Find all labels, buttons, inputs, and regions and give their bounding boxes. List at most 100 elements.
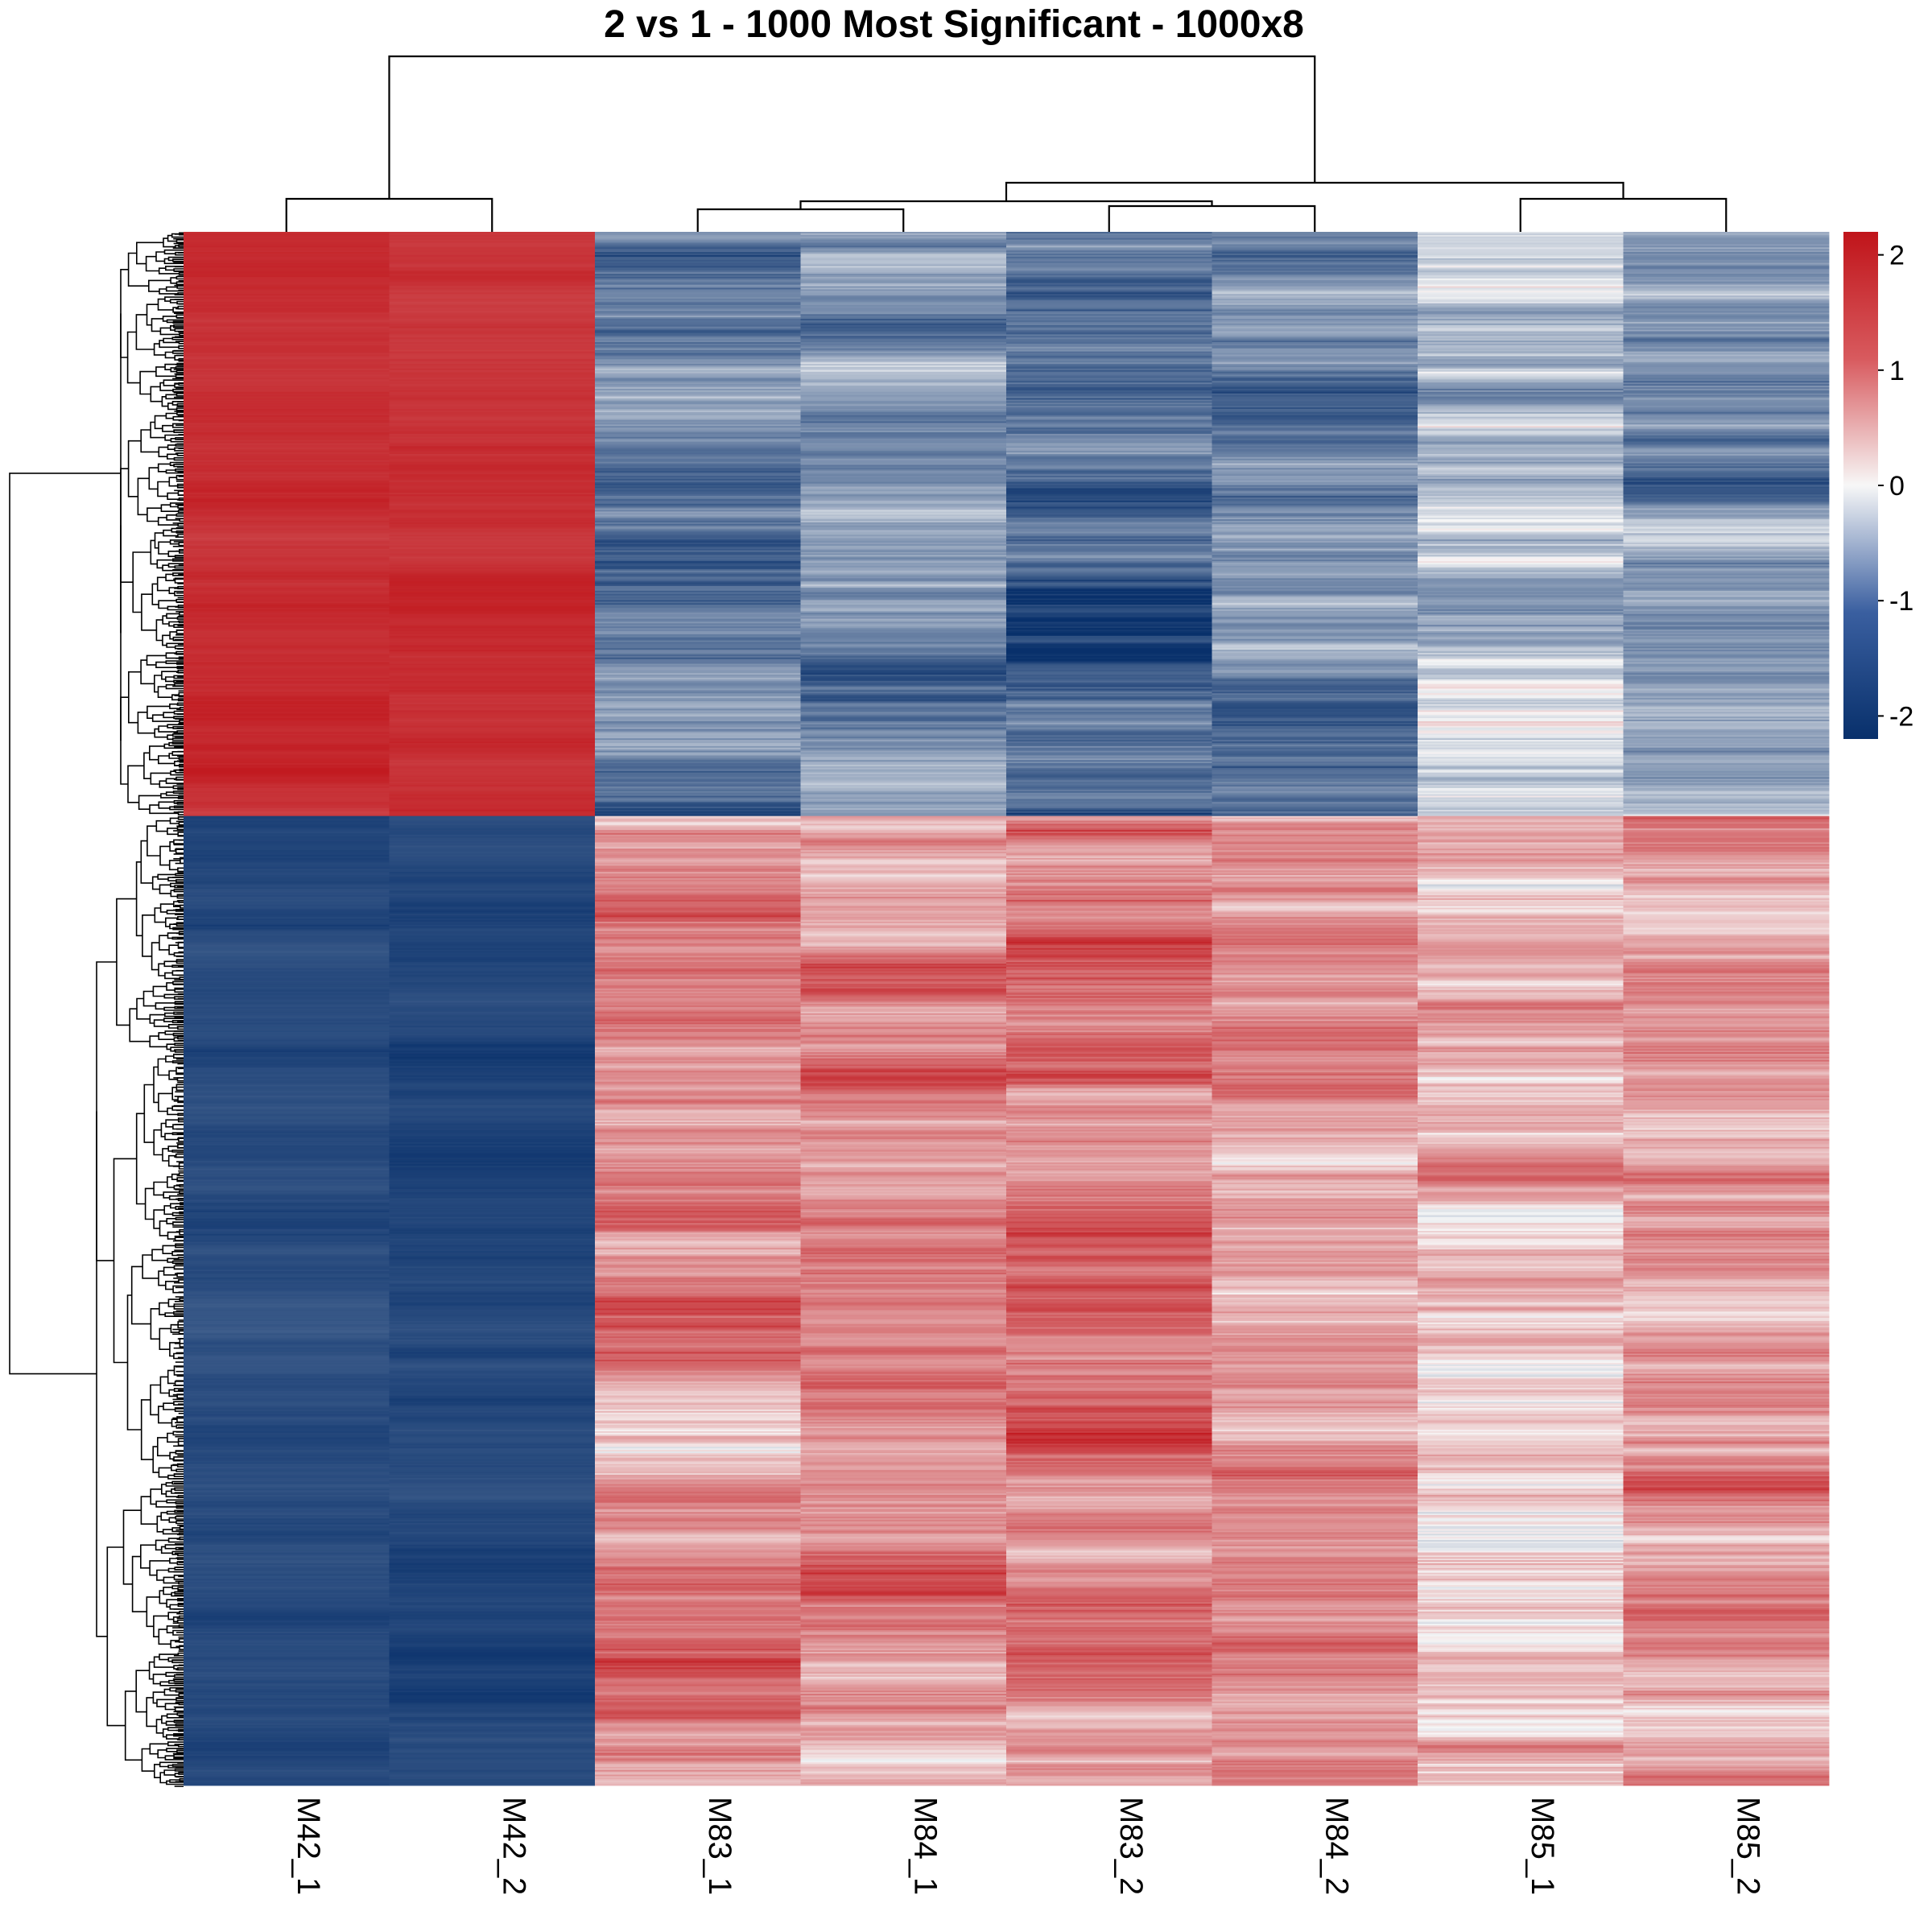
dendrogram-branch bbox=[178, 1624, 184, 1628]
heatmap-cell bbox=[595, 940, 801, 943]
heatmap-cell bbox=[595, 1496, 801, 1499]
heatmap-cell bbox=[184, 237, 390, 241]
heatmap-cell bbox=[595, 1476, 801, 1479]
dendrogram-branch bbox=[127, 765, 144, 803]
dendrogram-branch bbox=[158, 1032, 175, 1040]
heatmap-cell bbox=[184, 1602, 390, 1604]
heatmap-cell bbox=[184, 794, 390, 796]
heatmap-cell bbox=[595, 514, 801, 517]
heatmap-cell bbox=[800, 374, 1007, 377]
heatmap-cell bbox=[389, 733, 596, 736]
heatmap-cell bbox=[595, 1455, 801, 1459]
heatmap-cell bbox=[389, 1629, 596, 1631]
heatmap-cell bbox=[184, 1049, 390, 1051]
heatmap-cell bbox=[595, 675, 801, 677]
heatmap-cell bbox=[184, 1768, 390, 1771]
heatmap-cell bbox=[389, 877, 596, 881]
heatmap-cell bbox=[184, 1777, 390, 1780]
dendrogram-branch bbox=[177, 1036, 184, 1040]
heatmap-cell bbox=[389, 1243, 596, 1245]
heatmap-cell bbox=[800, 559, 1007, 562]
heatmap-cell bbox=[595, 511, 801, 514]
heatmap-cell bbox=[184, 745, 390, 749]
heatmap-cell bbox=[184, 845, 390, 848]
heatmap-cell bbox=[595, 409, 801, 411]
heatmap-cell bbox=[184, 1119, 390, 1121]
heatmap-cell bbox=[389, 1550, 596, 1553]
heatmap-cell bbox=[595, 502, 801, 505]
heatmap-cell bbox=[184, 244, 390, 246]
heatmap-cell bbox=[389, 1315, 596, 1317]
heatmap-cell bbox=[184, 1186, 390, 1188]
heatmap-cell bbox=[389, 949, 596, 952]
heatmap-cell bbox=[595, 705, 801, 708]
heatmap-cell bbox=[184, 767, 390, 770]
heatmap-cell bbox=[184, 1418, 390, 1421]
heatmap-cell bbox=[184, 1356, 390, 1359]
heatmap-cell bbox=[184, 873, 390, 876]
heatmap-cell bbox=[389, 1454, 596, 1457]
heatmap-cell bbox=[389, 393, 596, 396]
heatmap-cell bbox=[184, 791, 390, 794]
dendrogram-branch bbox=[153, 1209, 165, 1229]
heatmap-cell bbox=[389, 1141, 596, 1143]
heatmap-cell bbox=[595, 1188, 801, 1191]
heatmap-cell bbox=[595, 1587, 801, 1591]
heatmap-cell bbox=[595, 749, 801, 752]
heatmap-cell bbox=[389, 1038, 596, 1040]
dendrogram-branch bbox=[176, 411, 184, 415]
heatmap-cell bbox=[595, 1724, 801, 1728]
heatmap-cell bbox=[595, 1439, 801, 1441]
heatmap-cell bbox=[184, 301, 390, 304]
heatmap-cell bbox=[389, 1075, 596, 1078]
heatmap-cell bbox=[595, 812, 801, 815]
heatmap-cell bbox=[389, 1193, 596, 1195]
heatmap-cell bbox=[389, 1353, 596, 1356]
heatmap-cell bbox=[595, 1291, 801, 1294]
heatmap-cell bbox=[184, 811, 390, 814]
heatmap-cell bbox=[389, 415, 596, 418]
heatmap-cell bbox=[595, 1216, 801, 1219]
heatmap-cell bbox=[184, 654, 390, 657]
heatmap-cell bbox=[389, 1258, 596, 1261]
heatmap-cell bbox=[389, 1719, 596, 1723]
heatmap-cell bbox=[595, 980, 801, 983]
heatmap-cell bbox=[800, 505, 1007, 508]
heatmap-cell bbox=[184, 312, 390, 315]
heatmap-cell bbox=[184, 1425, 390, 1427]
heatmap-cell bbox=[595, 1344, 801, 1347]
heatmap-cell bbox=[184, 1726, 390, 1728]
heatmap-cell bbox=[389, 809, 596, 812]
heatmap-cell bbox=[595, 926, 801, 929]
heatmap-cell bbox=[389, 643, 596, 646]
dendrogram-branch bbox=[179, 976, 184, 980]
heatmap-cell bbox=[389, 782, 596, 784]
heatmap-cell bbox=[800, 371, 1007, 374]
heatmap-cell bbox=[800, 250, 1007, 253]
dendrogram-branch bbox=[175, 1689, 184, 1693]
heatmap-cell bbox=[184, 1426, 390, 1429]
heatmap-cell bbox=[595, 1255, 801, 1258]
heatmap-cell bbox=[800, 486, 1007, 489]
heatmap-cell bbox=[595, 289, 801, 291]
heatmap-cell bbox=[595, 1038, 801, 1040]
dendrogram-branch bbox=[151, 1249, 168, 1261]
heatmap-cell bbox=[595, 617, 801, 619]
heatmap-cell bbox=[184, 513, 390, 515]
heatmap-cell bbox=[595, 1223, 801, 1225]
heatmap-cell bbox=[184, 775, 390, 778]
heatmap-cell bbox=[595, 630, 801, 632]
heatmap-cell bbox=[595, 861, 801, 863]
dendrogram-branch bbox=[172, 388, 184, 393]
heatmap-cell bbox=[184, 453, 390, 456]
heatmap-cell bbox=[800, 558, 1007, 560]
heatmap-cell bbox=[184, 266, 390, 268]
heatmap-cell bbox=[389, 1639, 596, 1641]
heatmap-cell bbox=[595, 867, 801, 869]
heatmap-cell bbox=[800, 329, 1007, 332]
heatmap-cell bbox=[389, 567, 596, 570]
heatmap-cell bbox=[184, 254, 390, 256]
heatmap-cell bbox=[184, 642, 390, 644]
heatmap-cell bbox=[595, 1418, 801, 1421]
heatmap-cell bbox=[595, 421, 801, 423]
